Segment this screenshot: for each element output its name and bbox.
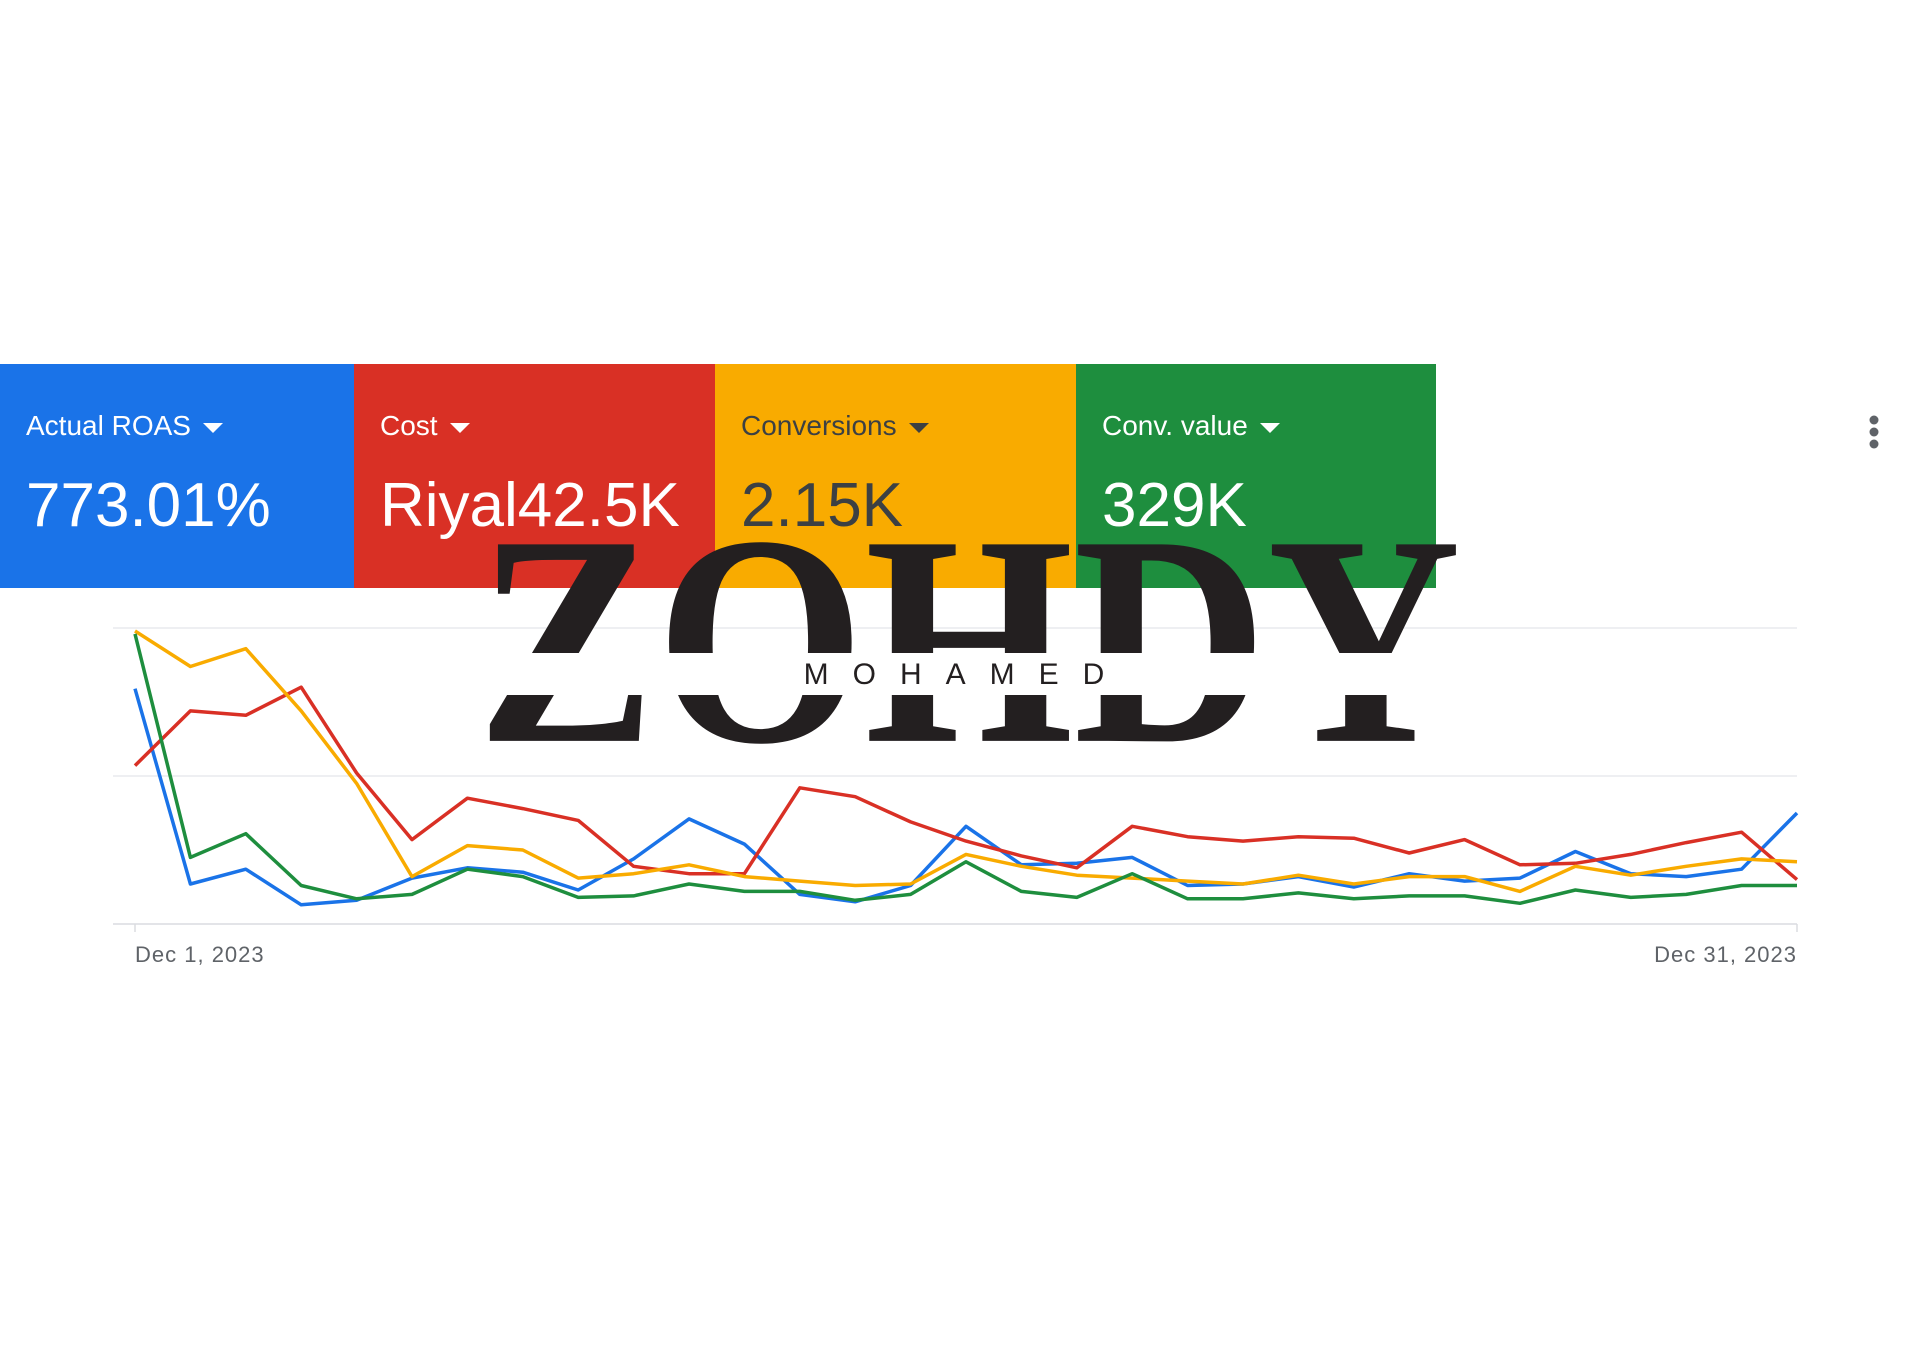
x-tick-label: Dec 31, 2023 [1654, 942, 1797, 967]
metric-value: 329K [1102, 471, 1247, 540]
metric-card[interactable]: Conversions 2.15K [715, 364, 1076, 588]
watermark-band [470, 653, 1470, 695]
series-line [133, 633, 1797, 906]
dropdown-arrow[interactable] [1259, 422, 1280, 433]
metric-card[interactable]: Conv. value 329K [1076, 364, 1436, 588]
metric-card[interactable]: Actual ROAS 773.01% [0, 364, 354, 588]
metric-label: Cost [380, 410, 438, 441]
metric-value: 773.01% [26, 471, 271, 540]
watermark: ZOHDY MOHAMED [470, 474, 1470, 806]
dropdown-arrow[interactable] [908, 422, 929, 433]
metric-label: Actual ROAS [26, 410, 191, 441]
watermark-subtitle: MOHAMED [804, 658, 1129, 691]
more-menu[interactable] [1869, 415, 1879, 449]
plot-area: Dec 1, 2023 Dec 31, 2023 [113, 627, 1799, 967]
metric-label: Conversions [741, 410, 897, 441]
menu-dot[interactable] [1869, 439, 1879, 449]
watermark-title: ZOHDY [477, 474, 1461, 806]
metric-value: 2.15K [741, 471, 904, 540]
metric-card[interactable]: Cost Riyal42.5K [354, 364, 715, 588]
dropdown-arrow[interactable] [449, 422, 470, 433]
x-tick-label: Dec 1, 2023 [135, 942, 265, 967]
series-line [134, 629, 1798, 894]
menu-dot[interactable] [1869, 427, 1879, 437]
dropdown-arrow[interactable] [202, 422, 223, 433]
menu-dot[interactable] [1869, 415, 1879, 425]
metric-label: Conv. value [1102, 410, 1248, 441]
metric-value: Riyal42.5K [380, 471, 680, 540]
series-line [133, 685, 1799, 881]
